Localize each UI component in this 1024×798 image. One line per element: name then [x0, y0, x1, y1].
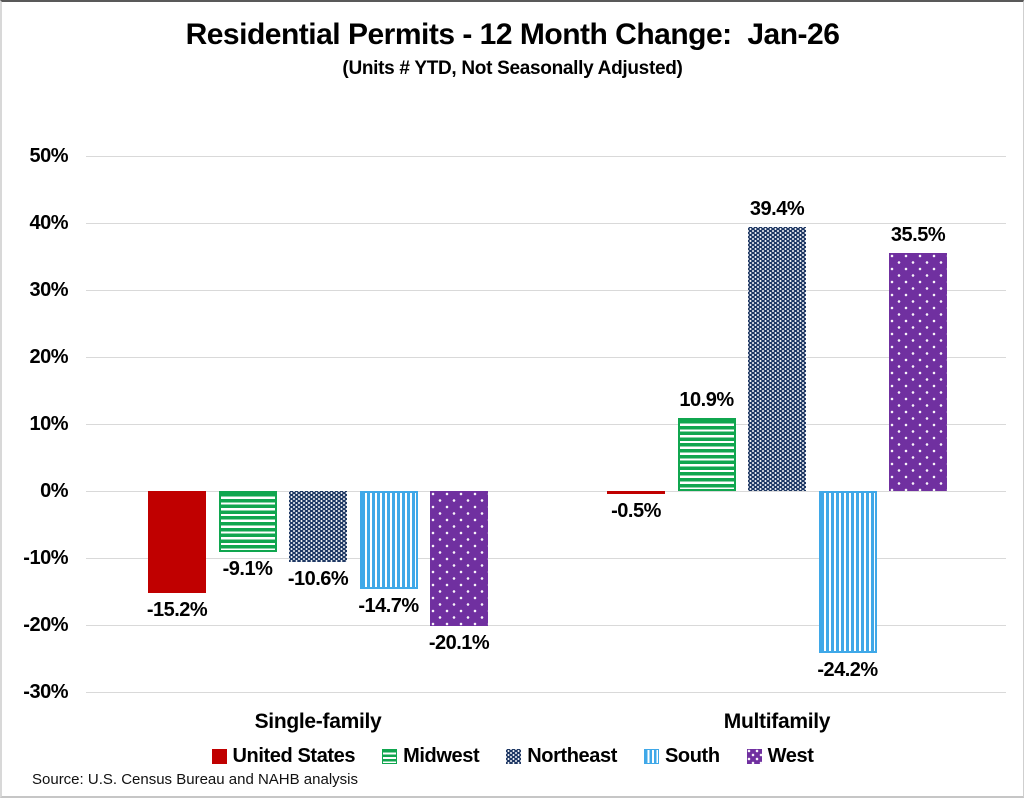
legend: United States Midwest Northeast South West	[2, 744, 1023, 768]
y-axis-tick--10-: -10%	[23, 547, 68, 569]
value-label-multifamily-south: -24.2%	[817, 659, 878, 682]
bar-multifamily-northeast	[748, 227, 806, 491]
value-label-single-family-south: -14.7%	[358, 595, 419, 618]
y-axis-tick-0-: 0%	[40, 480, 68, 502]
legend-item-midwest: Midwest	[382, 744, 480, 768]
bar-multifamily-midwest	[677, 417, 736, 491]
category-label-multifamily: Multifamily	[723, 710, 831, 733]
legend-label-northeast: Northeast	[527, 744, 617, 767]
gridline-40-	[86, 223, 1006, 224]
value-label-single-family-northeast: -10.6%	[287, 568, 349, 591]
gridline-20-	[86, 357, 1006, 358]
bar-multifamily-south	[818, 491, 877, 654]
gridline--20-	[86, 625, 1006, 626]
bar-single-family-west	[430, 491, 488, 626]
y-axis-tick--20-: -20%	[23, 614, 68, 636]
legend-label-south: South	[664, 744, 720, 767]
chart-title: Residential Permits - 12 Month Change: J…	[185, 18, 840, 51]
legend-swatch-united-states	[211, 748, 227, 764]
bar-multifamily-west	[889, 253, 947, 491]
value-label-multifamily-united-states: -0.5%	[611, 500, 661, 523]
legend-item-northeast: Northeast	[506, 745, 617, 768]
value-label-single-family-united-states: -15.2%	[146, 598, 208, 621]
bar-single-family-northeast	[289, 491, 347, 563]
y-axis-tick-30-: 30%	[29, 279, 68, 301]
chart-subtitle: (Units # YTD, Not Seasonally Adjusted)	[342, 58, 683, 79]
source-note: Source: U.S. Census Bureau and NAHB anal…	[32, 771, 358, 788]
legend-label-midwest: Midwest	[403, 744, 480, 767]
bar-single-family-midwest	[218, 491, 277, 552]
gridline-50-	[86, 156, 1006, 157]
legend-item-united-states: United States	[211, 744, 356, 768]
bar-single-family-united-states	[148, 491, 206, 593]
value-label-multifamily-northeast: 39.4%	[749, 198, 805, 221]
legend-label-united-states: United States	[232, 744, 356, 767]
y-axis-tick-10-: 10%	[29, 413, 68, 435]
gridline-10-	[86, 424, 1006, 425]
gridline--30-	[86, 692, 1006, 693]
y-axis-tick-50-: 50%	[29, 145, 68, 167]
legend-label-west: West	[767, 744, 814, 767]
y-axis-tick-40-: 40%	[29, 212, 68, 234]
legend-swatch-northeast	[506, 748, 522, 764]
y-axis-tick--30-: -30%	[23, 681, 68, 703]
legend-item-west: West	[746, 744, 814, 768]
value-label-multifamily-west: 35.5%	[890, 224, 946, 247]
gridline-0-	[86, 491, 1006, 492]
y-axis-tick-20-: 20%	[29, 346, 68, 368]
gridline-30-	[86, 290, 1006, 291]
bar-single-family-south	[359, 491, 418, 590]
category-label-single-family: Single-family	[254, 710, 382, 733]
legend-swatch-west	[746, 748, 762, 764]
value-label-single-family-midwest: -9.1%	[222, 557, 273, 580]
legend-swatch-midwest	[382, 748, 398, 764]
legend-swatch-south	[643, 748, 659, 764]
legend-item-south: South	[643, 744, 720, 768]
bar-multifamily-united-states	[607, 491, 665, 495]
value-label-multifamily-midwest: 10.9%	[679, 388, 734, 411]
gridline--10-	[86, 558, 1006, 559]
value-label-single-family-west: -20.1%	[428, 631, 490, 654]
